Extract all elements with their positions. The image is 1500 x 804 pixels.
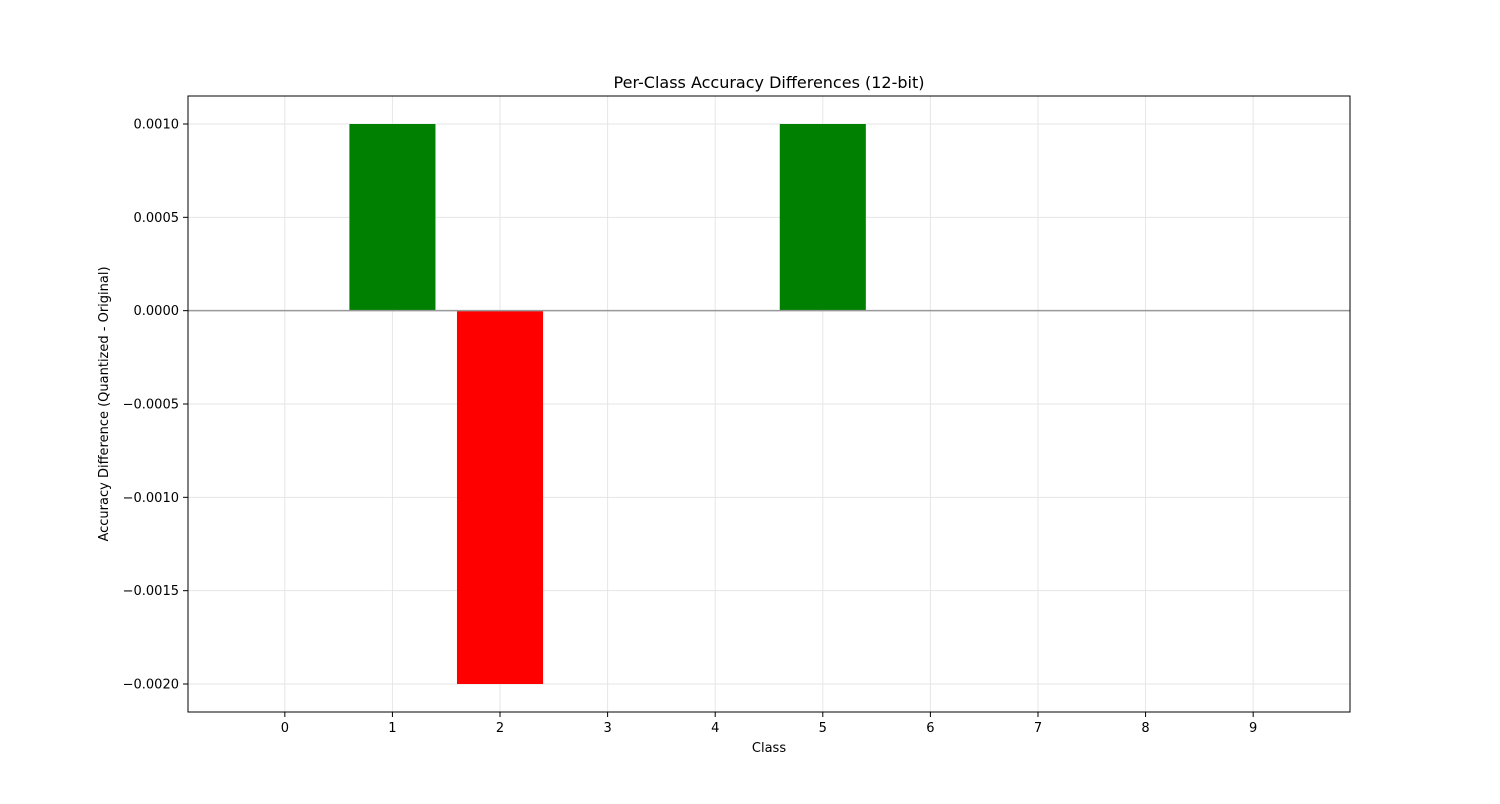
x-tick-label: 4 — [711, 721, 719, 736]
y-tick-label: −0.0010 — [123, 491, 179, 506]
x-tick-label: 7 — [1034, 721, 1042, 736]
x-tick-label: 5 — [819, 721, 827, 736]
x-tick-label: 0 — [281, 721, 289, 736]
y-axis-label: Accuracy Difference (Quantized - Origina… — [97, 266, 112, 541]
x-tick-label: 9 — [1249, 721, 1257, 736]
x-tick-label: 8 — [1141, 721, 1149, 736]
bar-class-5 — [779, 124, 866, 311]
x-tick-label: 3 — [603, 721, 611, 736]
bar-layer — [349, 124, 866, 684]
y-tick-label: 0.0010 — [134, 118, 180, 133]
bar-class-2 — [456, 310, 544, 684]
x-tick-label: 1 — [388, 721, 396, 736]
y-tick-label: 0.0000 — [134, 304, 180, 319]
x-tick-label: 6 — [926, 721, 934, 736]
y-tick-label: −0.0020 — [123, 678, 179, 693]
bar-class-1 — [349, 124, 436, 311]
y-tick-label: −0.0015 — [123, 584, 179, 599]
y-tick-label: 0.0005 — [134, 211, 180, 226]
y-tick-label: −0.0005 — [123, 398, 179, 413]
chart-title: Per-Class Accuracy Differences (12-bit) — [614, 73, 925, 92]
x-tick-label: 2 — [496, 721, 504, 736]
x-axis-label: Class — [752, 741, 786, 756]
plot-frame — [187, 95, 1351, 713]
tick-layer: 0 1 2 3 4 5 6 7 8 9 0.0010 0.0005 0.0000 −0.0005 −0.00… — [123, 118, 1258, 737]
